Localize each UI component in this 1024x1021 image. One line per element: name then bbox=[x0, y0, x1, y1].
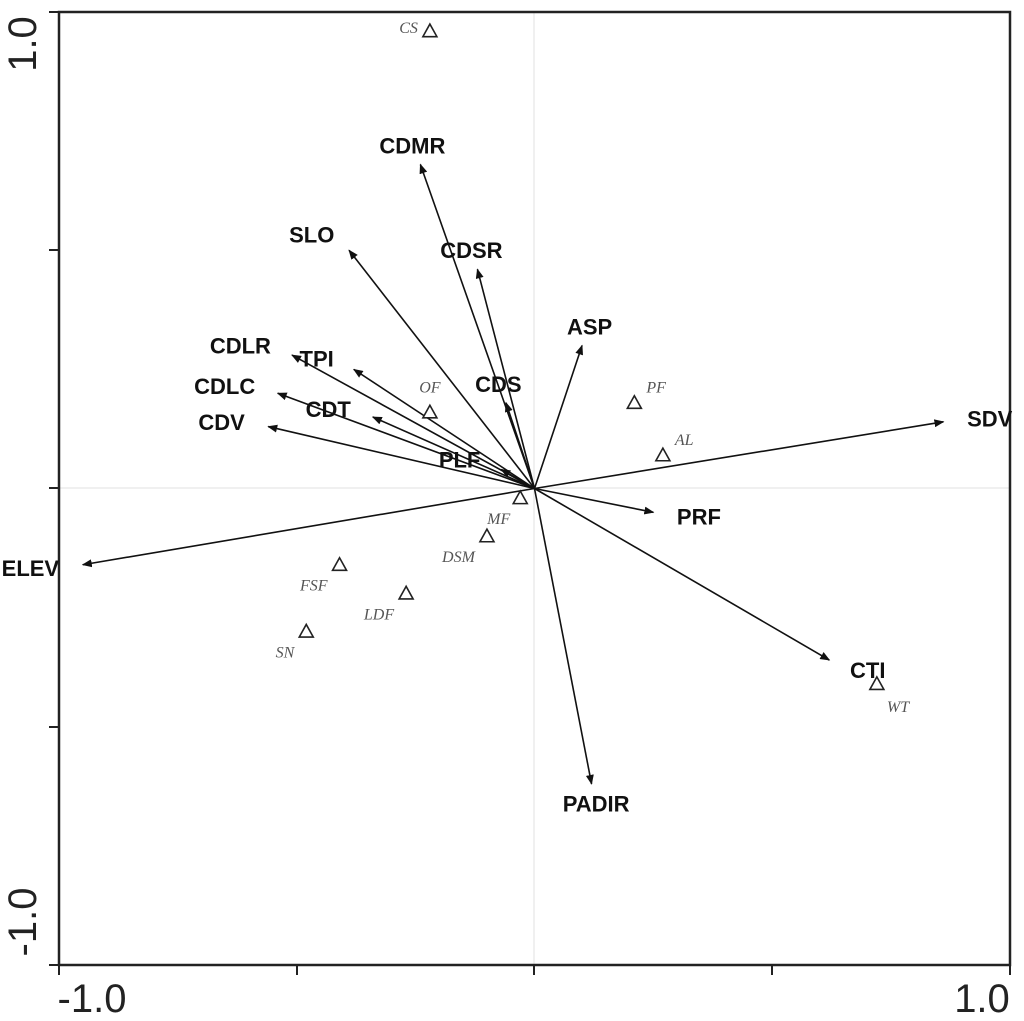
arrow-label-cdlc: CDLC bbox=[194, 374, 255, 399]
arrow-sdv bbox=[534, 419, 945, 490]
arrow-cdv bbox=[267, 424, 535, 490]
site-marker-mf bbox=[511, 489, 529, 505]
site-label-dsm: DSM bbox=[441, 549, 477, 566]
site-marker-fsf bbox=[331, 556, 348, 572]
site-marker-of bbox=[421, 403, 439, 419]
y-tick-label-max: 1.0 bbox=[1, 16, 45, 72]
arrow-cdsr bbox=[475, 268, 536, 489]
x-tick-label-min: -1.0 bbox=[58, 977, 127, 1021]
site-label-sn: SN bbox=[276, 644, 296, 661]
arrow-slo bbox=[348, 249, 536, 489]
arrow-label-padir: PADIR bbox=[563, 792, 630, 817]
y-tick-label-min: -1.0 bbox=[1, 888, 45, 957]
arrow-elev bbox=[81, 487, 535, 568]
arrow-cdmr bbox=[419, 163, 536, 489]
site-marker-ldf bbox=[397, 584, 415, 600]
arrow-label-cdt: CDT bbox=[306, 397, 352, 422]
arrow-cdlc bbox=[276, 392, 535, 490]
site-label-ldf: LDF bbox=[363, 606, 394, 623]
site-marker-al bbox=[654, 446, 672, 462]
x-axis-ticks bbox=[58, 965, 1011, 975]
arrow-label-sdv: SDV bbox=[967, 407, 1013, 432]
arrow-cti bbox=[534, 487, 831, 661]
site-label-of: OF bbox=[419, 379, 441, 396]
arrow-label-cds: CDS bbox=[475, 372, 521, 397]
arrow-label-cdsr: CDSR bbox=[440, 238, 502, 263]
arrow-tpi bbox=[352, 368, 535, 490]
site-label-wt: WT bbox=[887, 699, 910, 716]
site-label-cs: CS bbox=[399, 20, 418, 37]
site-marker-wt bbox=[868, 675, 886, 691]
arrow-cdlr bbox=[291, 354, 535, 490]
site-label-pf: PF bbox=[645, 380, 666, 397]
site-markers: CS OF PF AL MF DSM FSF LDF SN WT bbox=[276, 20, 911, 716]
arrow-cds bbox=[505, 401, 536, 489]
arrow-label-cdmr: CDMR bbox=[379, 134, 445, 159]
site-label-fsf: FSF bbox=[299, 578, 328, 595]
arrow-label-cti: CTI bbox=[850, 658, 885, 683]
arrow-label-plf: PLF bbox=[439, 448, 481, 473]
arrow-label-prf: PRF bbox=[677, 504, 721, 529]
variable-arrows: CDMR SLO CDSR ASP CDLR TPI CDLC CDT CDS CDV PLF SDV… bbox=[2, 134, 1013, 817]
site-label-mf: MF bbox=[486, 511, 510, 528]
site-marker-sn bbox=[297, 622, 315, 638]
site-marker-dsm bbox=[478, 527, 496, 543]
site-marker-cs bbox=[421, 22, 439, 38]
arrow-asp bbox=[533, 344, 584, 489]
arrow-label-slo: SLO bbox=[289, 222, 334, 247]
site-label-al: AL bbox=[674, 432, 694, 449]
arrow-prf bbox=[534, 487, 655, 515]
arrow-plf bbox=[500, 468, 535, 490]
arrow-label-cdv: CDV bbox=[198, 410, 245, 435]
x-tick-label-max: 1.0 bbox=[954, 977, 1010, 1021]
arrow-label-elev: ELEV bbox=[2, 556, 60, 581]
arrow-label-asp: ASP bbox=[567, 315, 612, 340]
arrow-padir bbox=[533, 488, 594, 785]
arrow-label-tpi: TPI bbox=[300, 346, 334, 371]
site-marker-pf bbox=[625, 394, 643, 410]
y-axis-ticks bbox=[49, 11, 59, 966]
arrow-label-cdlr: CDLR bbox=[210, 333, 271, 358]
